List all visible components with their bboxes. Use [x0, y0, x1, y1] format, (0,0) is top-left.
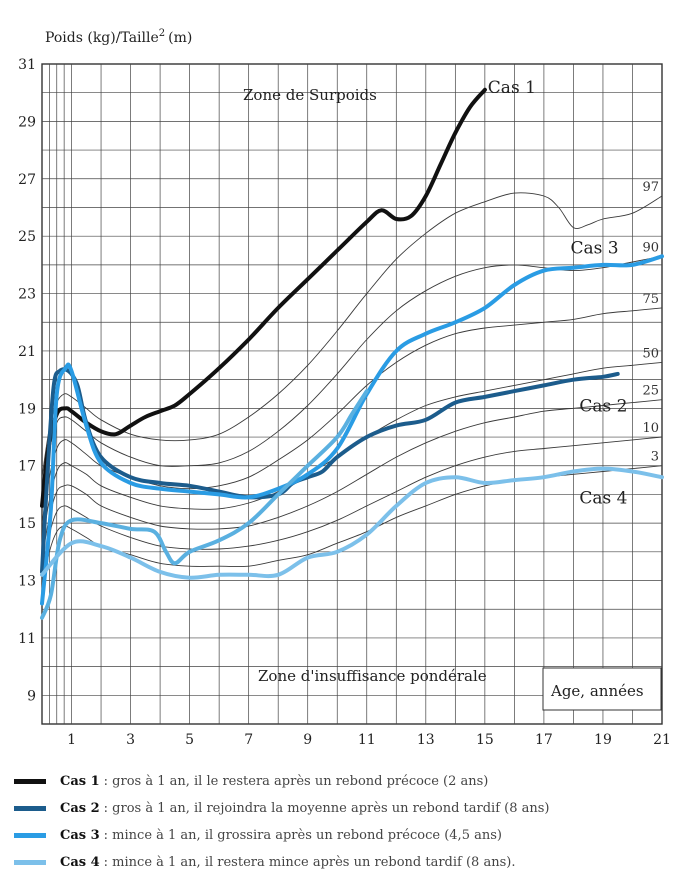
percentile-25-curve [41, 399, 663, 558]
legend: Cas 1 : gros à 1 an, il le restera après… [14, 768, 690, 876]
x-tick-label: 19 [594, 732, 612, 748]
grid [41, 63, 663, 725]
y-tick-label: 23 [18, 287, 36, 303]
x-tick-label: 11 [358, 732, 376, 748]
legend-desc-cas-1: : gros à 1 an, il le restera après un re… [103, 774, 489, 789]
legend-item-cas-1: Cas 1 : gros à 1 an, il le restera après… [14, 768, 690, 795]
series-3-line [40, 254, 664, 606]
zone-top-label: Zone de Surpoids [243, 86, 377, 104]
x-tick-label: 5 [185, 732, 194, 748]
series-2-line [40, 367, 620, 574]
percentile-75-label: 75 [642, 292, 659, 307]
case-labels: Cas 1 Cas 3 Cas 2 Cas 4 [488, 78, 628, 508]
x-tick-label: 7 [244, 732, 253, 748]
x-tick-label: 1 [67, 732, 76, 748]
legend-desc-cas-2: : gros à 1 an, il rejoindra la moyenne a… [103, 801, 550, 816]
x-tick-label: 21 [653, 732, 671, 748]
x-tick-label: 13 [417, 732, 435, 748]
legend-swatch-cas-2 [14, 806, 46, 811]
percentile-50-label: 50 [642, 346, 659, 361]
legend-swatch-cas-4 [14, 860, 46, 865]
legend-desc-cas-4: : mince à 1 an, il restera mince après u… [103, 855, 516, 870]
legend-name-cas-2: Cas 2 [60, 801, 100, 816]
x-tick-label: 3 [126, 732, 135, 748]
y-tick-label: 27 [18, 172, 36, 188]
percentile-90-label: 90 [642, 240, 659, 255]
legend-desc-cas-3: : mince à 1 an, il grossira après un reb… [103, 828, 502, 843]
case-label: Cas 4 [579, 488, 627, 508]
y-tick-label: 11 [18, 631, 36, 647]
legend-name-cas-4: Cas 4 [60, 855, 100, 870]
legend-name-cas-1: Cas 1 [60, 774, 100, 789]
percentile-25-label: 25 [642, 384, 659, 399]
y-tick-label: 31 [18, 57, 36, 73]
y-axis-label-prefix: Poids (kg)/Taille [45, 30, 159, 46]
y-tick-label: 15 [18, 516, 36, 532]
y-tick-label: 21 [18, 344, 36, 360]
x-tick-labels: 1 3 5 7 9 11 13 15 17 19 21 [67, 732, 671, 748]
y-tick-label: 13 [18, 574, 36, 590]
y-tick-label: 25 [18, 229, 36, 245]
y-tick-label: 29 [18, 114, 36, 130]
x-axis-label: Age, années [550, 682, 644, 700]
series-4-line [40, 389, 369, 620]
bmi-chart: Poids (kg)/Taille2 (m) 911131517192123252… [18, 28, 671, 748]
percentile-curves: 97 90 75 50 25 10 3 [41, 180, 663, 587]
legend-item-cas-4: Cas 4 : mince à 1 an, il restera mince a… [14, 849, 690, 876]
y-tick-label: 17 [18, 459, 36, 475]
percentile-75-curve [41, 307, 663, 524]
percentile-90-curve [41, 255, 663, 506]
y-tick-label: 19 [18, 401, 36, 417]
percentile-10-label: 10 [642, 421, 659, 436]
y-axis-label: Poids (kg)/Taille2 (m) [45, 28, 192, 46]
x-tick-label: 9 [303, 732, 312, 748]
legend-item-cas-3: Cas 3 : mince à 1 an, il grossira après … [14, 822, 690, 849]
legend-swatch-cas-3 [14, 833, 46, 838]
y-tick-label: 9 [27, 688, 36, 704]
x-axis-label-box [542, 667, 662, 711]
y-axis-label-exponent: 2 [159, 28, 165, 39]
plot-frame [41, 63, 663, 725]
zone-bottom-label: Zone d'insuffisance pondérale [258, 667, 487, 685]
case-curves [40, 87, 664, 620]
y-tick-labels: 9 11 13 15 17 19 21 23 25 27 29 31 [18, 57, 36, 704]
legend-name-cas-3: Cas 3 [60, 828, 100, 843]
x-tick-label: 17 [535, 732, 553, 748]
legend-item-cas-2: Cas 2 : gros à 1 an, il rejoindra la moy… [14, 795, 690, 822]
percentile-97-label: 97 [642, 180, 659, 195]
case-label: Cas 1 [488, 78, 536, 98]
legend-swatch-cas-1 [14, 779, 46, 784]
percentile-50-curve [41, 361, 663, 544]
percentile-10-curve [41, 436, 663, 572]
case-label: Cas 2 [579, 396, 627, 416]
series-1-line [40, 87, 487, 508]
x-tick-label: 15 [476, 732, 494, 748]
y-axis-label-suffix: (m) [168, 30, 192, 46]
case-label: Cas 3 [570, 239, 618, 259]
percentile-3-label: 3 [651, 450, 659, 465]
series-5-line [40, 466, 664, 580]
